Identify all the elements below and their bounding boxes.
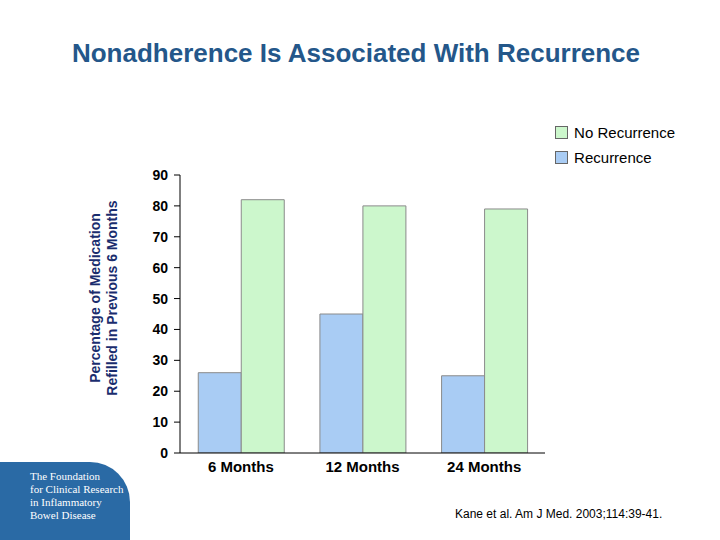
svg-text:10: 10	[152, 414, 168, 430]
html-text:No Recurrence: No Recurrence	[574, 124, 675, 141]
html-text:Percentage of Medication Refil: Percentage of Medication Refilled in Pre…	[87, 200, 120, 396]
svg-text:0: 0	[160, 445, 168, 461]
svg-text:70: 70	[152, 229, 168, 245]
svg-text:50: 50	[152, 291, 168, 307]
svg-text:90: 90	[152, 167, 168, 183]
html-text:Kane et al. Am J Med. 2003;114: Kane et al. Am J Med. 2003;114:39-41.	[455, 507, 663, 521]
svg-text:12 Months: 12 Months	[325, 458, 399, 475]
svg-text:40: 40	[152, 321, 168, 337]
svg-text:60: 60	[152, 260, 168, 276]
svg-text:24 Months: 24 Months	[447, 458, 521, 475]
svg-text:30: 30	[152, 352, 168, 368]
svg-text:80: 80	[152, 198, 168, 214]
svg-text:20: 20	[152, 383, 168, 399]
svg-text:6 Months: 6 Months	[208, 458, 274, 475]
html-text:Nonadherence Is Associated Wit: Nonadherence Is Associated With Recurren…	[72, 38, 640, 68]
html-text:Recurrence: Recurrence	[574, 149, 652, 166]
html-text:The Foundation for Clinical Re: The Foundation for Clinical Research in …	[30, 470, 124, 521]
